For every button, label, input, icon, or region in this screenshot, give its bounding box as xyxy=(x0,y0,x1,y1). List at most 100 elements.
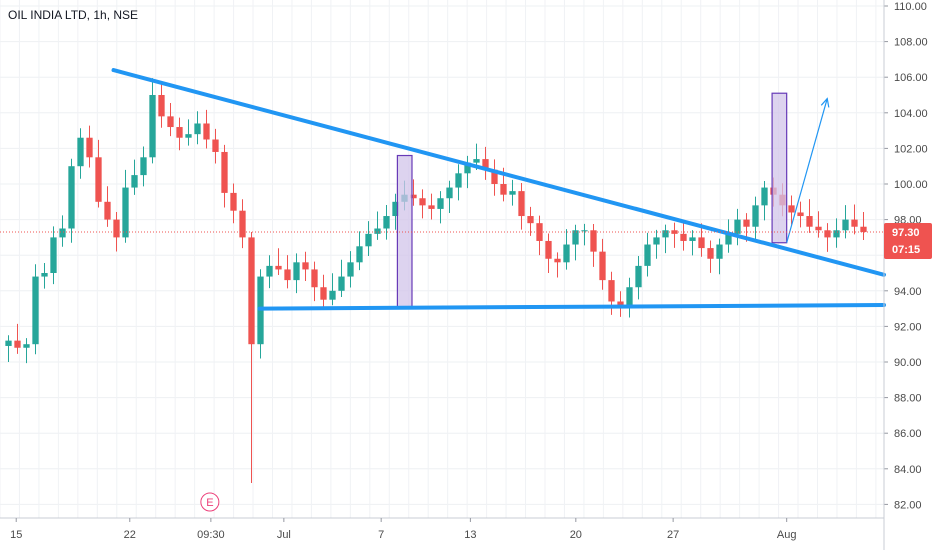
candle-body xyxy=(653,237,660,245)
y-tick-label: 82.00 xyxy=(894,499,922,511)
candle-body xyxy=(617,301,624,306)
candle-body xyxy=(536,223,543,241)
candle-body xyxy=(509,191,516,195)
candle-body xyxy=(698,237,705,249)
candle-body xyxy=(527,216,534,224)
candle-body xyxy=(149,95,156,158)
candle-body xyxy=(356,246,363,263)
x-tick-label: 15 xyxy=(10,529,22,541)
candle-body xyxy=(599,251,606,281)
candle-body xyxy=(14,340,21,348)
x-tick-label: 27 xyxy=(667,529,679,541)
y-tick-label: 86.00 xyxy=(894,428,922,440)
candle-body xyxy=(842,219,849,231)
candle-body xyxy=(86,137,93,158)
candle-body xyxy=(689,237,696,241)
candle-body xyxy=(59,228,66,238)
grid xyxy=(0,0,884,518)
candle-body xyxy=(752,205,759,227)
candle-body xyxy=(221,151,228,193)
candle-body xyxy=(122,187,129,238)
candle-body xyxy=(707,248,714,259)
candle-body xyxy=(383,216,390,229)
candle-body xyxy=(860,226,867,233)
candle-body xyxy=(113,219,120,238)
candle-body xyxy=(167,116,174,128)
candle-body xyxy=(275,265,282,270)
candle-body xyxy=(140,157,147,176)
candle-body xyxy=(428,205,435,209)
candle-body xyxy=(491,169,498,184)
candle-body xyxy=(482,159,489,170)
candle-body xyxy=(230,192,237,211)
candle-body xyxy=(680,233,687,241)
candle-body xyxy=(455,173,462,188)
y-tick-label: 110.00 xyxy=(894,1,927,13)
y-tick-label: 108.00 xyxy=(894,37,928,49)
x-tick-label: Jul xyxy=(277,529,291,541)
candle-body xyxy=(284,269,291,281)
candle-body xyxy=(176,127,183,138)
candle-body xyxy=(473,159,480,163)
candle-body xyxy=(410,194,417,199)
candle-body xyxy=(545,240,552,259)
candle-body xyxy=(68,166,75,229)
candle-body xyxy=(815,226,822,231)
candle-body xyxy=(446,187,453,199)
candle-body xyxy=(347,262,354,277)
y-tick-label: 100.00 xyxy=(894,179,928,191)
candle-body xyxy=(104,201,111,220)
candle-body xyxy=(635,265,642,288)
candle-body xyxy=(365,233,372,247)
y-tick-label: 94.00 xyxy=(894,286,922,298)
candle-body xyxy=(212,139,219,152)
candle-body xyxy=(671,230,678,234)
candle-body xyxy=(590,230,597,252)
x-tick-label: 22 xyxy=(124,529,136,541)
candle-body xyxy=(743,219,750,227)
range-box xyxy=(771,92,788,244)
candle-body xyxy=(572,230,579,245)
candle-body xyxy=(662,230,669,238)
candle-body xyxy=(716,244,723,259)
candle-body xyxy=(824,230,831,238)
projection-arrow xyxy=(786,98,828,243)
candle-body xyxy=(518,191,525,217)
candle-body xyxy=(554,258,561,263)
candle-body xyxy=(158,95,165,117)
y-tick-label: 102.00 xyxy=(894,143,928,155)
candle-body xyxy=(203,123,210,140)
y-tick-label: 106.00 xyxy=(894,72,928,84)
candle-body xyxy=(419,198,426,206)
earnings-marker-label: E xyxy=(206,497,213,509)
projection-arrow-head xyxy=(820,97,830,108)
candle-body xyxy=(320,287,327,300)
candle-body xyxy=(23,344,30,348)
candle-body xyxy=(41,273,48,277)
candle-body xyxy=(626,287,633,306)
last-price-value: 97.30 xyxy=(892,227,920,239)
candles xyxy=(5,78,867,484)
candle-body xyxy=(761,187,768,206)
candle-body xyxy=(374,228,381,234)
candle-body xyxy=(563,244,570,263)
candle-body xyxy=(266,265,273,277)
y-tick-label: 90.00 xyxy=(894,357,922,369)
x-tick-label: Aug xyxy=(777,529,797,541)
candle-body xyxy=(302,262,309,270)
candle-body xyxy=(5,340,12,346)
x-tick-label: 13 xyxy=(464,529,476,541)
candle-body xyxy=(725,233,732,245)
chart-title: OIL INDIA LTD, 1h, NSE xyxy=(8,8,139,22)
y-tick-label: 84.00 xyxy=(894,464,922,476)
candle-body xyxy=(185,134,192,138)
candle-body xyxy=(392,201,399,217)
trendline xyxy=(257,303,886,311)
candle-body xyxy=(32,276,39,345)
candle-body xyxy=(95,157,102,202)
x-tick-label: 7 xyxy=(378,529,384,541)
candle-body xyxy=(734,219,741,234)
